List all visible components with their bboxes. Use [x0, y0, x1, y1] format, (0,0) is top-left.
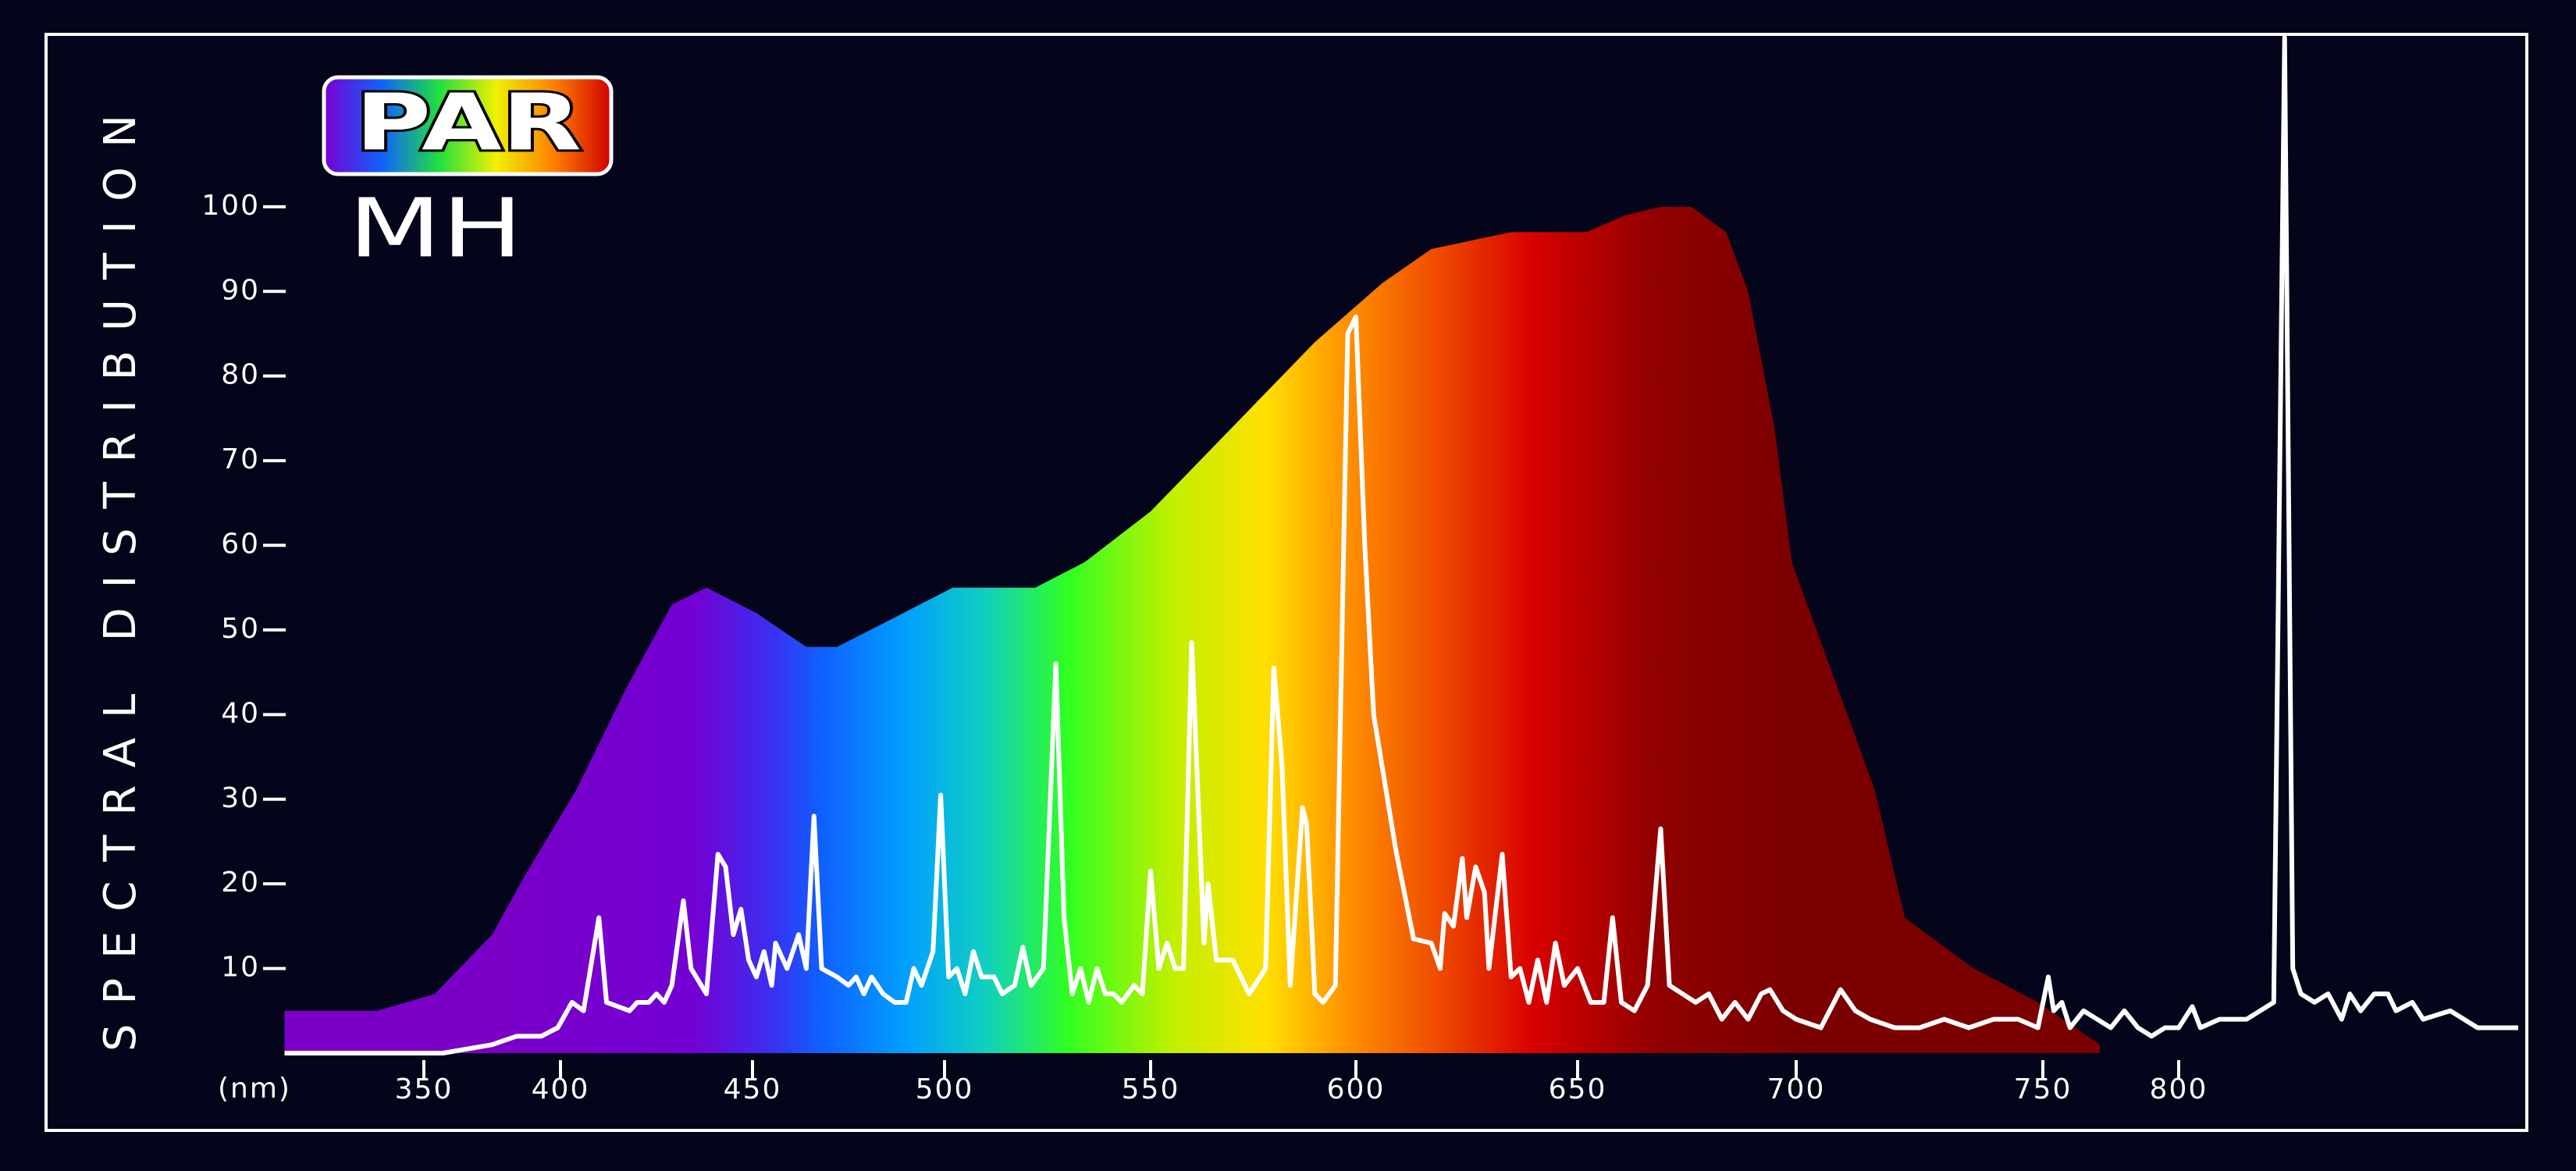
x-tick-label: 500 [916, 1073, 974, 1105]
y-tick-label: 90 [221, 274, 260, 306]
frame [44, 33, 2528, 1132]
y-tick-label: 30 [221, 782, 260, 814]
x-tick-label: 400 [532, 1073, 590, 1105]
x-tick-label: 800 [2150, 1073, 2208, 1105]
spectrum-area [284, 206, 2101, 1053]
badge-text: PAR [355, 77, 582, 168]
x-tick-label: 750 [2014, 1073, 2073, 1105]
x-axis-label: (nm) [218, 1073, 291, 1105]
plot-area [284, 35, 2518, 1055]
x-tick-label: 350 [395, 1073, 454, 1105]
y-tick-label: 70 [221, 443, 260, 475]
spectrum-line [284, 35, 2518, 1055]
y-tick-label: 50 [221, 613, 260, 645]
y-tick-label: 40 [221, 697, 260, 729]
y-axis-label: SPECTRAL DISTRIBUTION [95, 115, 146, 1052]
x-tick-label: 600 [1327, 1073, 1386, 1105]
y-tick-label: 80 [221, 359, 260, 391]
y-tick-label: 60 [221, 529, 260, 561]
x-tick-label: 450 [724, 1073, 782, 1105]
y-tick-label: 100 [201, 190, 260, 222]
y-tick-label: 10 [221, 952, 260, 984]
x-tick-label: 550 [1122, 1073, 1180, 1105]
badge [322, 75, 614, 176]
y-tick-label: 20 [221, 867, 260, 899]
x-tick-label: 700 [1767, 1073, 1826, 1105]
chart-title: MH [348, 180, 523, 276]
x-tick-label: 650 [1549, 1073, 1607, 1105]
